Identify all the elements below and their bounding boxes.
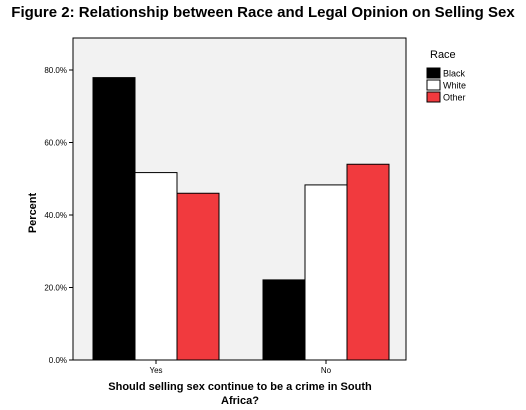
bar-other-no [346, 163, 390, 361]
legend-label-other: Other [443, 93, 466, 103]
x-axis-label-line-1: Should selling sex continue to be a crim… [108, 381, 372, 393]
x-tick-label: Yes [149, 366, 162, 375]
legend-swatch-other [426, 91, 441, 103]
y-tick-label: 80.0% [44, 66, 67, 75]
y-axis: 0.0% 20.0% 40.0% 60.0% 80.0% [44, 66, 73, 365]
legend-label-white: White [443, 81, 466, 91]
x-axis-label-line-2: Africa? [221, 395, 259, 407]
y-axis-label: Percent [27, 192, 39, 233]
y-tick-label: 60.0% [44, 139, 67, 148]
x-axis: Yes No [149, 360, 332, 375]
bar-black-yes [92, 77, 136, 361]
bar-white-no [304, 184, 348, 361]
bar-other-yes [176, 192, 220, 361]
legend-swatch-white [426, 79, 441, 91]
y-tick-label: 0.0% [49, 356, 67, 365]
chart-title: Figure 2: Relationship between Race and … [11, 4, 515, 21]
bars-group [92, 77, 390, 361]
bar-black-no [262, 279, 306, 361]
legend-swatch-black [426, 67, 441, 79]
y-tick-label: 20.0% [44, 284, 67, 293]
legend-label-black: Black [443, 69, 466, 79]
legend: Race Black White Other [426, 49, 466, 103]
y-tick-label: 40.0% [44, 211, 67, 220]
x-tick-label: No [321, 366, 332, 375]
legend-title: Race [430, 49, 456, 61]
bar-white-yes [134, 172, 178, 361]
